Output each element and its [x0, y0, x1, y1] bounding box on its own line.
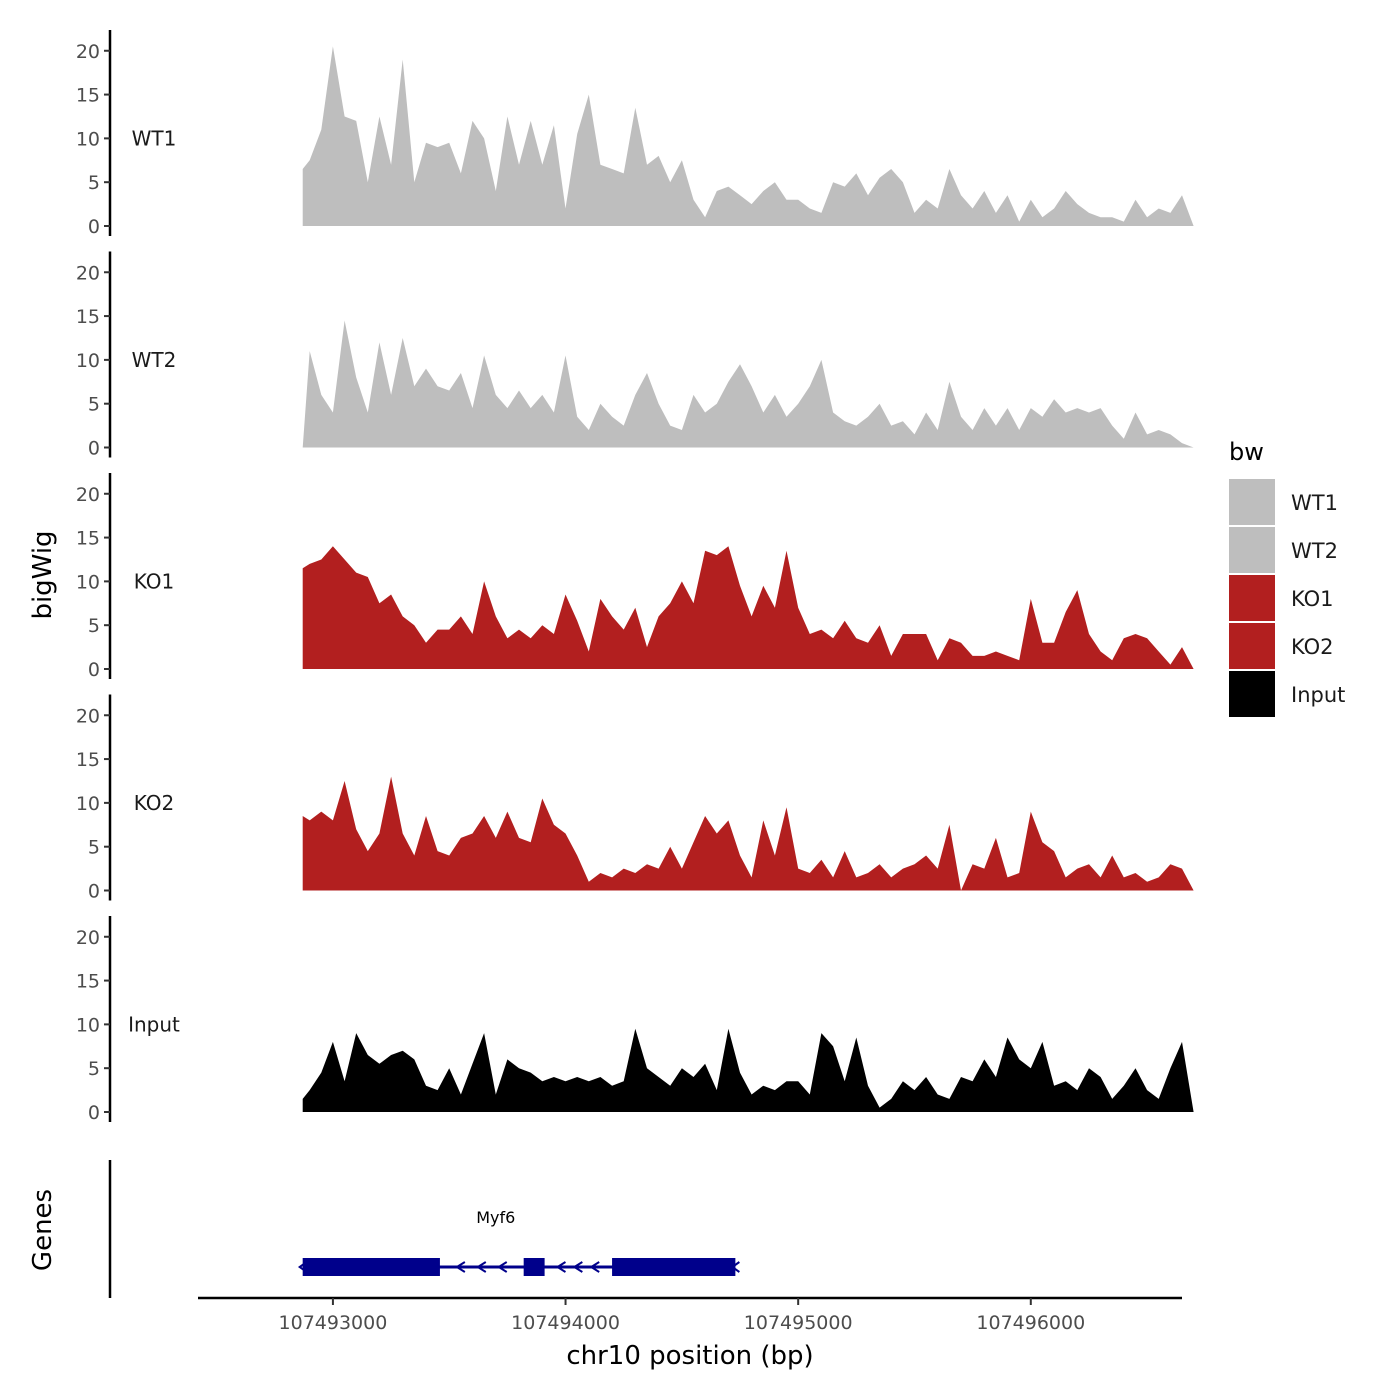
strand-arrow — [297, 1261, 308, 1273]
track-area-ko1 — [302, 546, 1194, 669]
y-tick-label: 10 — [76, 571, 100, 593]
legend-label-wt2: WT2 — [1291, 539, 1338, 563]
y-tick-label: 20 — [76, 484, 100, 506]
y-tick-label: 0 — [88, 659, 100, 681]
y-tick-label: 0 — [88, 881, 100, 903]
gene-myf6: Myf6 — [297, 1208, 740, 1276]
y-tick-label: 5 — [88, 837, 100, 859]
y-tick-label: 5 — [88, 394, 100, 416]
x-tick-label: 107494000 — [511, 1312, 620, 1334]
track-area-ko2 — [302, 776, 1194, 891]
y-tick-label: 15 — [76, 749, 100, 771]
legend-label-wt1: WT1 — [1291, 491, 1338, 515]
gene-track: Myf6 — [108, 1160, 740, 1298]
track-ko1: 0 5 10 15 20 KO1 — [76, 473, 1194, 681]
legend-key-wt2 — [1229, 527, 1275, 573]
legend-key-input — [1229, 671, 1275, 717]
track-wt1: 0 5 10 15 20 WT1 — [76, 30, 1194, 238]
track-label-wt1: WT1 — [132, 126, 177, 150]
y-tick-label: 5 — [88, 1058, 100, 1080]
strand-arrow — [496, 1261, 508, 1273]
legend-label-ko2: KO2 — [1291, 635, 1334, 659]
track-ko2: 0 5 10 15 20 KO2 — [76, 694, 1194, 903]
signal-tracks: 0 5 10 15 20 WT1 0 5 10 15 20 WT2 0 5 10 15 20 KO1 0 5 10 15 2… — [76, 30, 1194, 1124]
track-label-ko2: KO2 — [134, 791, 175, 815]
y-tick-label: 20 — [76, 41, 100, 63]
x-tick-label: 107496000 — [976, 1312, 1085, 1334]
y-tick-label: 20 — [76, 262, 100, 284]
y-tick-label: 10 — [76, 350, 100, 372]
track-area-input — [302, 1028, 1194, 1112]
y-tick-label: 20 — [76, 705, 100, 727]
y-tick-label: 5 — [88, 615, 100, 637]
strand-arrow — [555, 1261, 567, 1273]
legend: bw WT1 WT2 KO1 KO2 Input — [1229, 438, 1345, 717]
y-tick-label: 0 — [88, 1102, 100, 1124]
y-tick-label: 15 — [76, 306, 100, 328]
strand-arrow — [730, 1261, 740, 1273]
track-input: 0 5 10 15 20 Input — [76, 916, 1194, 1124]
y-tick-label: 20 — [76, 927, 100, 949]
legend-key-ko1 — [1229, 575, 1275, 621]
strand-arrow — [475, 1261, 487, 1273]
legend-label-input: Input — [1291, 683, 1345, 707]
strand-arrow — [589, 1261, 600, 1273]
legend-key-wt1 — [1229, 479, 1275, 525]
x-tick-label: 107493000 — [279, 1312, 388, 1334]
y-tick-label: 0 — [88, 216, 100, 238]
gene-exon — [302, 1258, 440, 1276]
track-wt2: 0 5 10 15 20 WT2 — [76, 251, 1194, 460]
track-label-ko1: KO1 — [134, 569, 175, 593]
y-tick-label: 15 — [76, 85, 100, 107]
y-tick-label: 10 — [76, 128, 100, 150]
gene-exon — [612, 1258, 736, 1276]
x-axis: 107493000 107494000 107495000 107496000 — [198, 1296, 1182, 1334]
y-axis-title: bigWig — [28, 530, 58, 619]
x-tick-label: 107495000 — [744, 1312, 853, 1334]
legend-key-ko2 — [1229, 623, 1275, 669]
y-tick-label: 10 — [76, 1014, 100, 1036]
y-tick-label: 15 — [76, 971, 100, 993]
x-axis-title: chr10 position (bp) — [566, 1341, 813, 1371]
track-area-wt1 — [302, 46, 1194, 227]
y-tick-label: 10 — [76, 793, 100, 815]
gene-exon — [523, 1258, 545, 1276]
strand-arrow — [572, 1261, 583, 1273]
y-tick-label: 15 — [76, 528, 100, 550]
legend-label-ko1: KO1 — [1291, 587, 1334, 611]
strand-arrow — [454, 1261, 466, 1273]
gene-label: Myf6 — [476, 1208, 515, 1227]
legend-title: bw — [1229, 438, 1264, 466]
track-label-wt2: WT2 — [132, 348, 177, 372]
y-tick-label: 0 — [88, 438, 100, 460]
gene-panel-title: Genes — [28, 1189, 58, 1271]
y-tick-label: 5 — [88, 172, 100, 194]
track-area-wt2 — [302, 320, 1194, 448]
track-label-input: Input — [128, 1012, 180, 1036]
